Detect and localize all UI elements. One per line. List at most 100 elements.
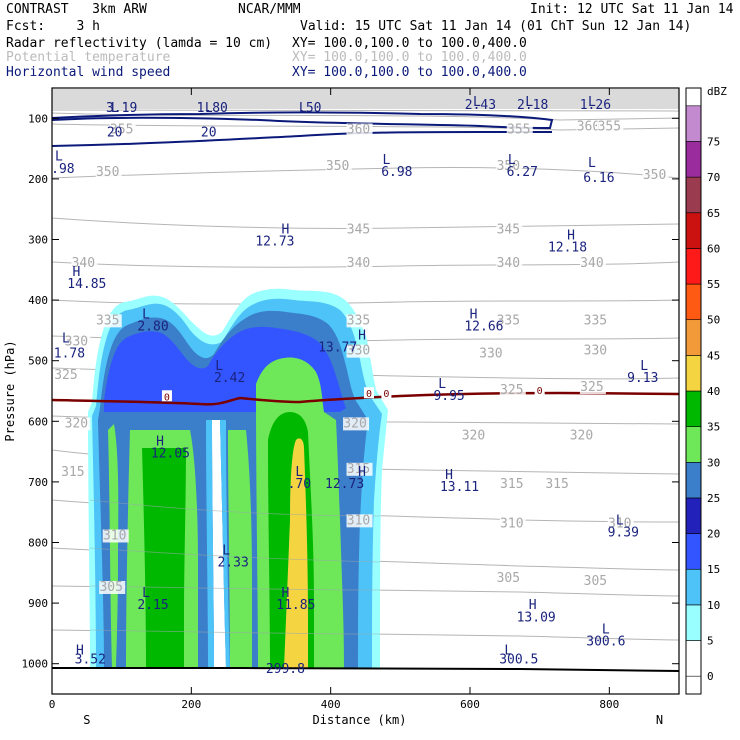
theta-label-bg — [102, 529, 129, 543]
theta-label: 360 — [577, 119, 600, 134]
theta-label: 340 — [72, 256, 95, 271]
theta-label: 320 — [343, 416, 366, 431]
colorbar-level-label: 70 — [707, 171, 720, 184]
endpoint-north: N — [656, 713, 663, 727]
contour-value-label: 1.78 — [54, 347, 85, 362]
contour-value-label: 3.98 — [43, 162, 74, 177]
theta-label-bg — [99, 580, 126, 594]
contour-value-label: 12.73 — [255, 235, 294, 250]
contour-value-label: 20 — [107, 125, 123, 140]
contour-value-label: 6.98 — [381, 165, 412, 180]
theta-label-bg — [579, 256, 606, 270]
extremum-marker: L — [222, 544, 230, 559]
x-tick-label: 600 — [460, 698, 480, 711]
theta-label-bg — [579, 381, 606, 394]
theta-label-bg — [346, 123, 373, 137]
extremum-marker: L — [55, 150, 63, 165]
theta-label-bg — [346, 514, 373, 528]
theta-label: 330 — [347, 344, 370, 359]
x-tick-label: 0 — [49, 698, 56, 711]
theta-label: 340 — [497, 256, 520, 271]
contour-value-label: 12.05 — [151, 447, 190, 462]
model-title: CONTRAST 3km ARW — [6, 2, 147, 17]
freezing-level-label: 0 — [383, 389, 389, 400]
theta-label: 325 — [500, 383, 523, 398]
contour-value-label: 1.26 — [580, 98, 611, 113]
theta-label-bg — [496, 159, 523, 173]
colorbar-swatch — [685, 212, 702, 249]
theta-label-bg — [576, 120, 603, 134]
extremum-marker: L — [142, 586, 150, 601]
contour-value-label: 2.18 — [517, 98, 548, 113]
colorbar-swatch — [685, 283, 702, 321]
theta-label: 350 — [497, 159, 520, 174]
colorbar-swatch — [685, 604, 702, 641]
contour-value-label: 12.66 — [464, 319, 503, 334]
theta-label-bg — [583, 344, 610, 358]
theta-label: 345 — [347, 222, 370, 237]
contour-value-label: 12.18 — [548, 241, 587, 256]
contour-value-label: .50 — [298, 101, 321, 116]
y-tick-label: 1000 — [22, 658, 49, 671]
y-tick-label: 200 — [28, 173, 48, 186]
endpoint-south: S — [83, 713, 90, 727]
extremum-marker: L — [588, 156, 596, 171]
theta-label: 335 — [96, 313, 119, 328]
contour-value-label: 1.80 — [197, 101, 228, 116]
theta-label-bg — [461, 429, 488, 443]
org-label: NCAR/MMM — [238, 2, 301, 17]
colorbar-level-label: 10 — [707, 599, 720, 612]
theta-label-bg — [60, 465, 87, 479]
contour-value-label: 13.77 — [318, 341, 357, 356]
contour-value-label: 300.5 — [499, 653, 538, 668]
extremum-marker: L — [525, 95, 533, 110]
y-tick-label: 700 — [28, 476, 48, 489]
extremum-marker: L — [382, 153, 390, 168]
y-tick-label: 300 — [28, 234, 48, 247]
theta-label: 330 — [65, 335, 88, 350]
colorbar-swatch — [685, 640, 702, 677]
contour-value-label: 9.13 — [627, 371, 658, 386]
theta-label-bg — [496, 256, 523, 270]
contour-value-label: 6.16 — [583, 171, 614, 186]
theta-label-bg — [545, 477, 572, 491]
extremum-marker: H — [567, 229, 575, 244]
x-tick-label: 200 — [181, 698, 201, 711]
zero-label-bg — [534, 384, 545, 396]
theta-label: 335 — [584, 313, 607, 328]
theta-label: 320 — [65, 416, 88, 431]
contour-value-label: 3.52 — [75, 653, 106, 668]
extremum-marker: L — [299, 101, 307, 116]
contour-value-label: 3.19 — [106, 101, 137, 116]
freezing-level-label: 0 — [366, 389, 372, 400]
colorbar-swatch — [685, 461, 702, 499]
colorbar-level-label: 50 — [707, 314, 720, 327]
contour-value-label: 9.39 — [608, 525, 639, 540]
theta-label-bg — [496, 223, 523, 237]
extremum-marker: H — [529, 598, 537, 613]
colorbar-swatch — [685, 176, 702, 214]
theta-label: 305 — [99, 580, 122, 595]
refl-30dbz — [142, 412, 314, 668]
colorbar-swatch — [685, 105, 702, 142]
theta-label: 320 — [570, 428, 593, 443]
colorbar-level-label: 35 — [707, 421, 720, 434]
freezing-level-label: 0 — [537, 386, 543, 397]
y-tick-label: 600 — [28, 415, 48, 428]
colorbar-level-label: 25 — [707, 492, 720, 505]
colorbar: 0 5 10 15 20 25 30 35 40 45 50 55 60 65 70 75 dBZ — [685, 85, 727, 695]
theta-label-bg — [496, 571, 523, 585]
colorbar-swatch — [685, 497, 702, 534]
extremum-marker: L — [508, 153, 516, 168]
contour-value-label: 9.95 — [433, 389, 464, 404]
surface-line — [52, 667, 679, 672]
contour-value-label: 300.6 — [586, 635, 625, 650]
y-tick-label: 400 — [28, 294, 48, 307]
theta-label-bg — [71, 256, 98, 270]
contour-value-label: 6.27 — [507, 165, 538, 180]
theta-label-bg — [499, 517, 526, 531]
colorbar-swatch — [685, 568, 702, 606]
theta-label-bg — [478, 347, 505, 361]
extremum-marker: L — [504, 644, 512, 659]
y-axis-label: Pressure (hPa) — [3, 340, 17, 441]
